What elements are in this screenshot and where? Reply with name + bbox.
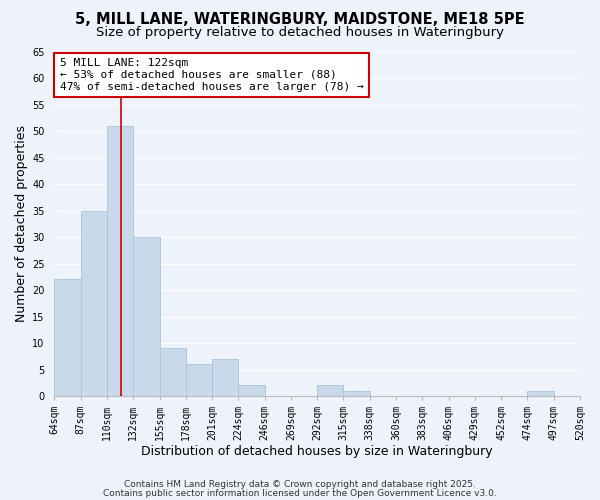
Bar — [212, 359, 238, 396]
Bar — [107, 126, 133, 396]
Text: Contains HM Land Registry data © Crown copyright and database right 2025.: Contains HM Land Registry data © Crown c… — [124, 480, 476, 489]
Bar — [80, 210, 107, 396]
Bar — [527, 391, 554, 396]
Bar — [238, 386, 265, 396]
Bar — [343, 391, 370, 396]
Text: Size of property relative to detached houses in Wateringbury: Size of property relative to detached ho… — [96, 26, 504, 39]
X-axis label: Distribution of detached houses by size in Wateringbury: Distribution of detached houses by size … — [142, 444, 493, 458]
Bar — [186, 364, 212, 396]
Bar — [55, 280, 80, 396]
Text: 5, MILL LANE, WATERINGBURY, MAIDSTONE, ME18 5PE: 5, MILL LANE, WATERINGBURY, MAIDSTONE, M… — [75, 12, 525, 28]
Text: 5 MILL LANE: 122sqm
← 53% of detached houses are smaller (88)
47% of semi-detach: 5 MILL LANE: 122sqm ← 53% of detached ho… — [59, 58, 364, 92]
Bar — [160, 348, 186, 396]
Bar — [133, 237, 160, 396]
Y-axis label: Number of detached properties: Number of detached properties — [15, 126, 28, 322]
Bar — [317, 386, 343, 396]
Text: Contains public sector information licensed under the Open Government Licence v3: Contains public sector information licen… — [103, 489, 497, 498]
